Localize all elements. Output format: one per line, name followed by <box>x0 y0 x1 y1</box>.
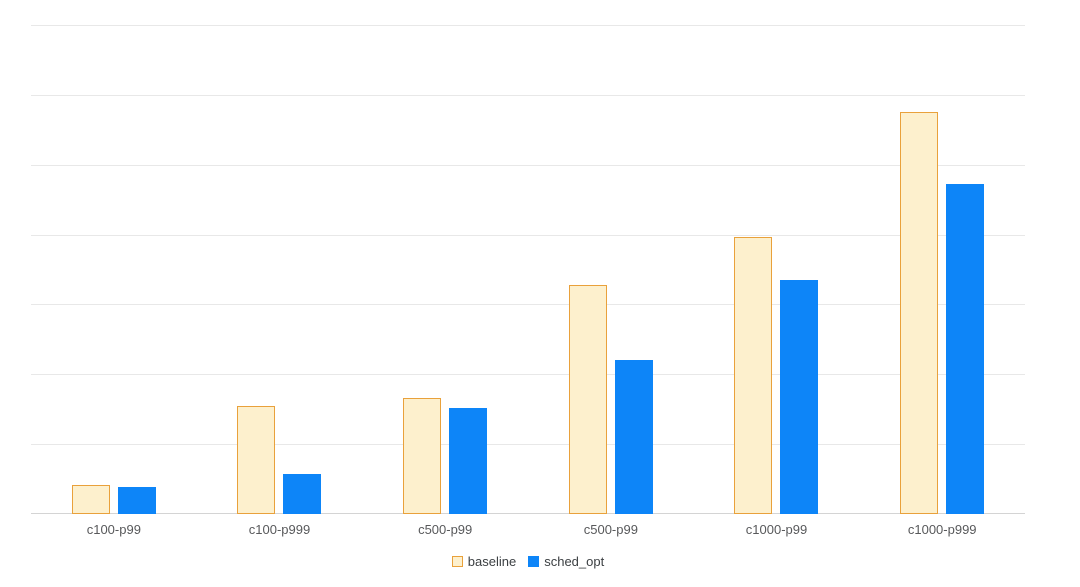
plot-area <box>31 25 1025 514</box>
category-label-c100-p99-0: c100-p99 <box>86 522 141 537</box>
legend-label-sched_opt: sched_opt <box>544 554 605 569</box>
gridline <box>31 94 1025 96</box>
legend-item-sched_opt[interactable]: sched_opt <box>528 554 604 569</box>
gridline <box>31 234 1025 236</box>
bar-sched_opt-c1000-p999-5[interactable] <box>946 184 985 514</box>
category-label-c1000-p999-5: c1000-p999 <box>907 522 977 537</box>
legend-label-baseline: baseline <box>467 554 517 569</box>
gridline <box>31 25 1025 26</box>
gridline <box>31 374 1025 376</box>
bar-baseline-c1000-p999-5[interactable] <box>900 112 939 514</box>
bar-group-c500-p99-2 <box>362 25 528 514</box>
category-label-c100-p999-1: c100-p999 <box>248 522 311 537</box>
category-label-c500-p99-3: c500-p99 <box>583 522 638 537</box>
bar-group-c500-p99-3 <box>528 25 694 514</box>
bar-group-c100-p999-1 <box>197 25 363 514</box>
bar-sched_opt-c500-p99-2[interactable] <box>449 407 488 514</box>
legend: baseline sched_opt <box>31 554 1025 569</box>
sched-opt-swatch-icon <box>528 556 540 567</box>
bar-sched_opt-c500-p99-3[interactable] <box>614 359 653 514</box>
bar-group-c1000-p999-5 <box>859 25 1025 514</box>
bar-baseline-c1000-p99-4[interactable] <box>734 236 773 514</box>
category-label-c1000-p99-4: c1000-p99 <box>745 522 808 537</box>
bar-sched_opt-c1000-p99-4[interactable] <box>780 279 819 514</box>
gridline <box>31 304 1025 306</box>
legend-item-baseline[interactable]: baseline <box>451 554 517 569</box>
bar-baseline-c100-p99-0[interactable] <box>71 484 110 514</box>
gridline <box>31 444 1025 446</box>
x-axis-line <box>31 513 1025 514</box>
category-label-c500-p99-2: c500-p99 <box>418 522 473 537</box>
gridline <box>31 164 1025 166</box>
bar-sched_opt-c100-p999-1[interactable] <box>283 474 322 514</box>
bar-baseline-c500-p99-2[interactable] <box>403 398 442 514</box>
bar-baseline-c500-p99-3[interactable] <box>568 284 607 514</box>
bar-baseline-c100-p999-1[interactable] <box>237 405 276 514</box>
bar-group-c100-p99-0 <box>31 25 197 514</box>
x-axis-labels: c100-p99 c100-p999 c500-p99 c500-p99 c1000-p… <box>31 521 1025 539</box>
bar-group-c1000-p99-4 <box>694 25 860 514</box>
baseline-swatch-icon <box>451 556 463 567</box>
bar-sched_opt-c100-p99-0[interactable] <box>117 487 156 514</box>
